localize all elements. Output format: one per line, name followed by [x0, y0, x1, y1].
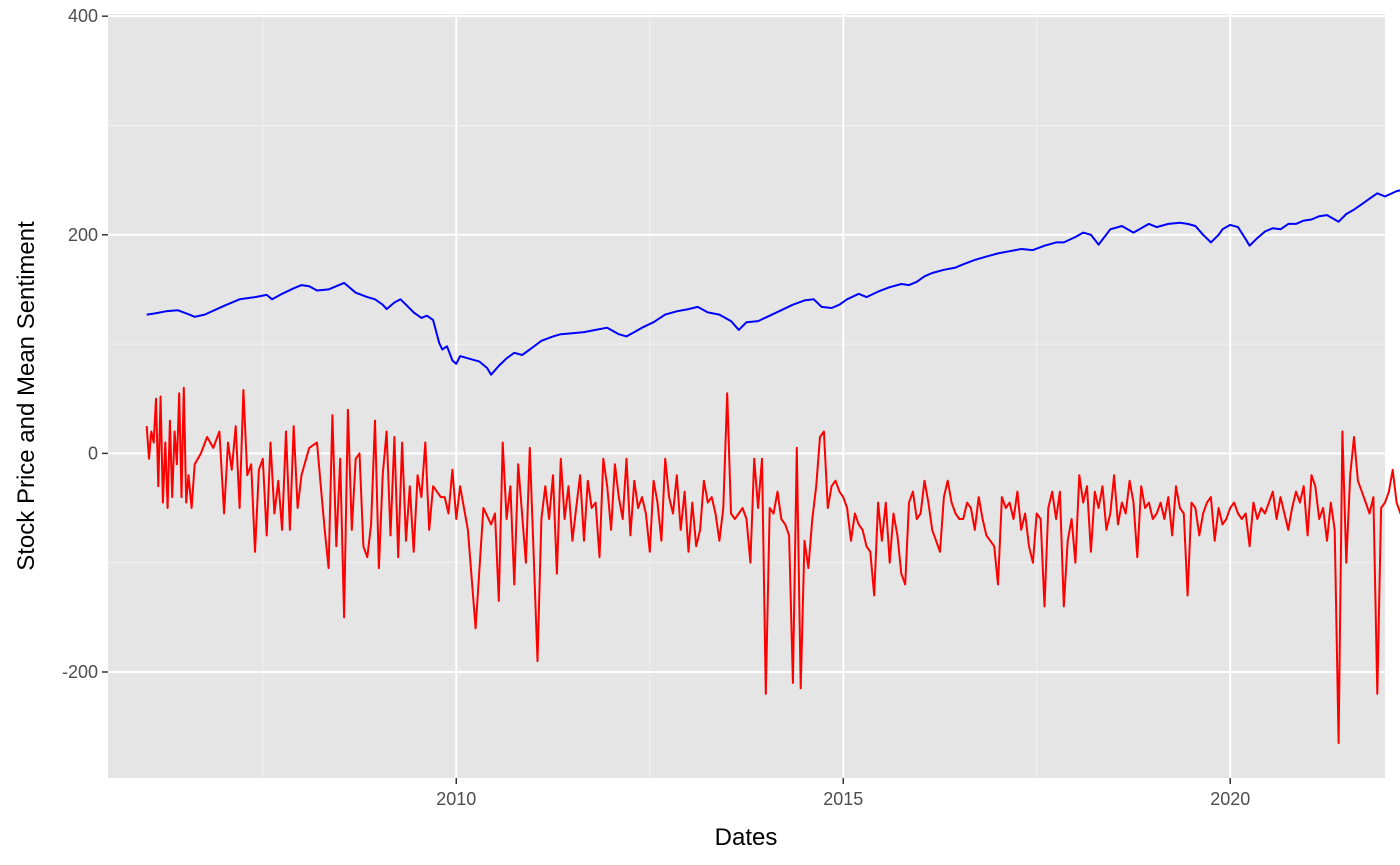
series-line-1	[146, 189, 1400, 376]
x-tick-label: 2020	[1210, 789, 1250, 809]
gridlines	[108, 14, 1385, 778]
y-axis-title: Stock Price and Mean Sentiment	[13, 221, 40, 571]
x-axis-title: Dates	[715, 824, 778, 851]
x-tick-label: 2010	[436, 789, 476, 809]
y-tick-label: 400	[68, 6, 98, 26]
series-group	[145, 189, 1400, 744]
y-tick-label: -200	[62, 662, 98, 682]
x-axis: 2010 2015 2020	[436, 778, 1250, 809]
y-tick-label: 0	[88, 443, 98, 463]
x-tick-label: 2015	[823, 789, 863, 809]
y-tick-label: 200	[68, 225, 98, 245]
plot-panel	[108, 14, 1385, 778]
series-line-2	[145, 386, 1400, 744]
y-axis: -200 0 200 400	[62, 6, 108, 682]
